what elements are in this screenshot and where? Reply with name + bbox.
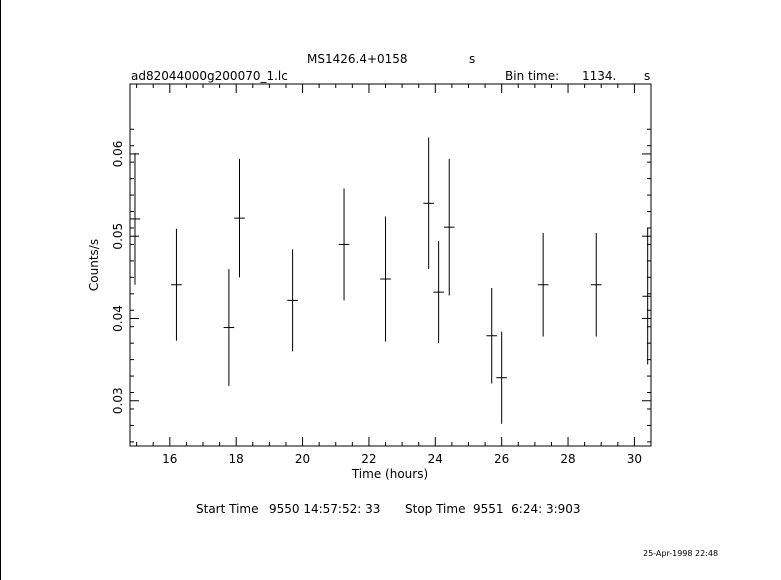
data-point <box>223 269 235 386</box>
data-point <box>423 137 434 270</box>
plot-frame <box>129 83 652 447</box>
data-point <box>642 227 651 365</box>
x-tick-label: 26 <box>494 452 509 466</box>
object-name: MS1426.4+0158 <box>307 52 408 66</box>
file-name: ad82044000g200070_1.lc <box>131 69 288 83</box>
x-tick-label: 18 <box>229 452 244 466</box>
data-point <box>130 153 141 285</box>
x-tick-label: 20 <box>295 452 310 466</box>
x-tick-label: 30 <box>627 452 642 466</box>
y-axis-label: Counts/s <box>87 239 101 291</box>
data-points <box>130 137 651 424</box>
data-point <box>443 158 455 296</box>
data-point <box>590 232 602 337</box>
data-point <box>380 216 391 342</box>
x-tick-label: 24 <box>428 452 443 466</box>
y-tick-label: 0.03 <box>111 387 125 414</box>
plot-timestamp: 25-Apr-1998 22:48 <box>643 549 719 558</box>
x-axis-ticks: 16 18 20 22 24 26 28 30 <box>136 84 652 466</box>
data-point <box>234 158 245 278</box>
y-axis-ticks: 0.03 0.04 0.05 0.06 <box>111 128 651 443</box>
window-left-border <box>0 0 1 580</box>
bin-time-value: 1134. <box>582 69 617 83</box>
data-point <box>287 249 298 352</box>
y-tick-label: 0.05 <box>111 223 125 250</box>
data-point <box>338 188 350 301</box>
y-tick-label: 0.06 <box>111 141 125 168</box>
stop-time-label: Stop Time <box>405 502 466 516</box>
start-time-value: 9550 14:57:52: 33 <box>269 502 381 516</box>
data-point <box>171 228 182 341</box>
y-tick-label: 0.04 <box>111 305 125 332</box>
x-tick-label: 22 <box>361 452 376 466</box>
data-point <box>486 288 498 384</box>
bin-time-unit: s <box>644 69 651 83</box>
x-tick-label: 16 <box>162 452 177 466</box>
data-point <box>537 232 549 337</box>
data-point <box>433 241 444 344</box>
data-point <box>496 331 507 424</box>
start-time-label: Start Time <box>196 502 259 516</box>
x-tick-label: 28 <box>560 452 575 466</box>
bin-time-label: Bin time: <box>505 69 560 83</box>
x-axis-label: Time (hours) <box>351 467 428 481</box>
stop-time-value: 9551 6:24: 3:903 <box>473 502 581 516</box>
object-unit: s <box>469 52 476 66</box>
